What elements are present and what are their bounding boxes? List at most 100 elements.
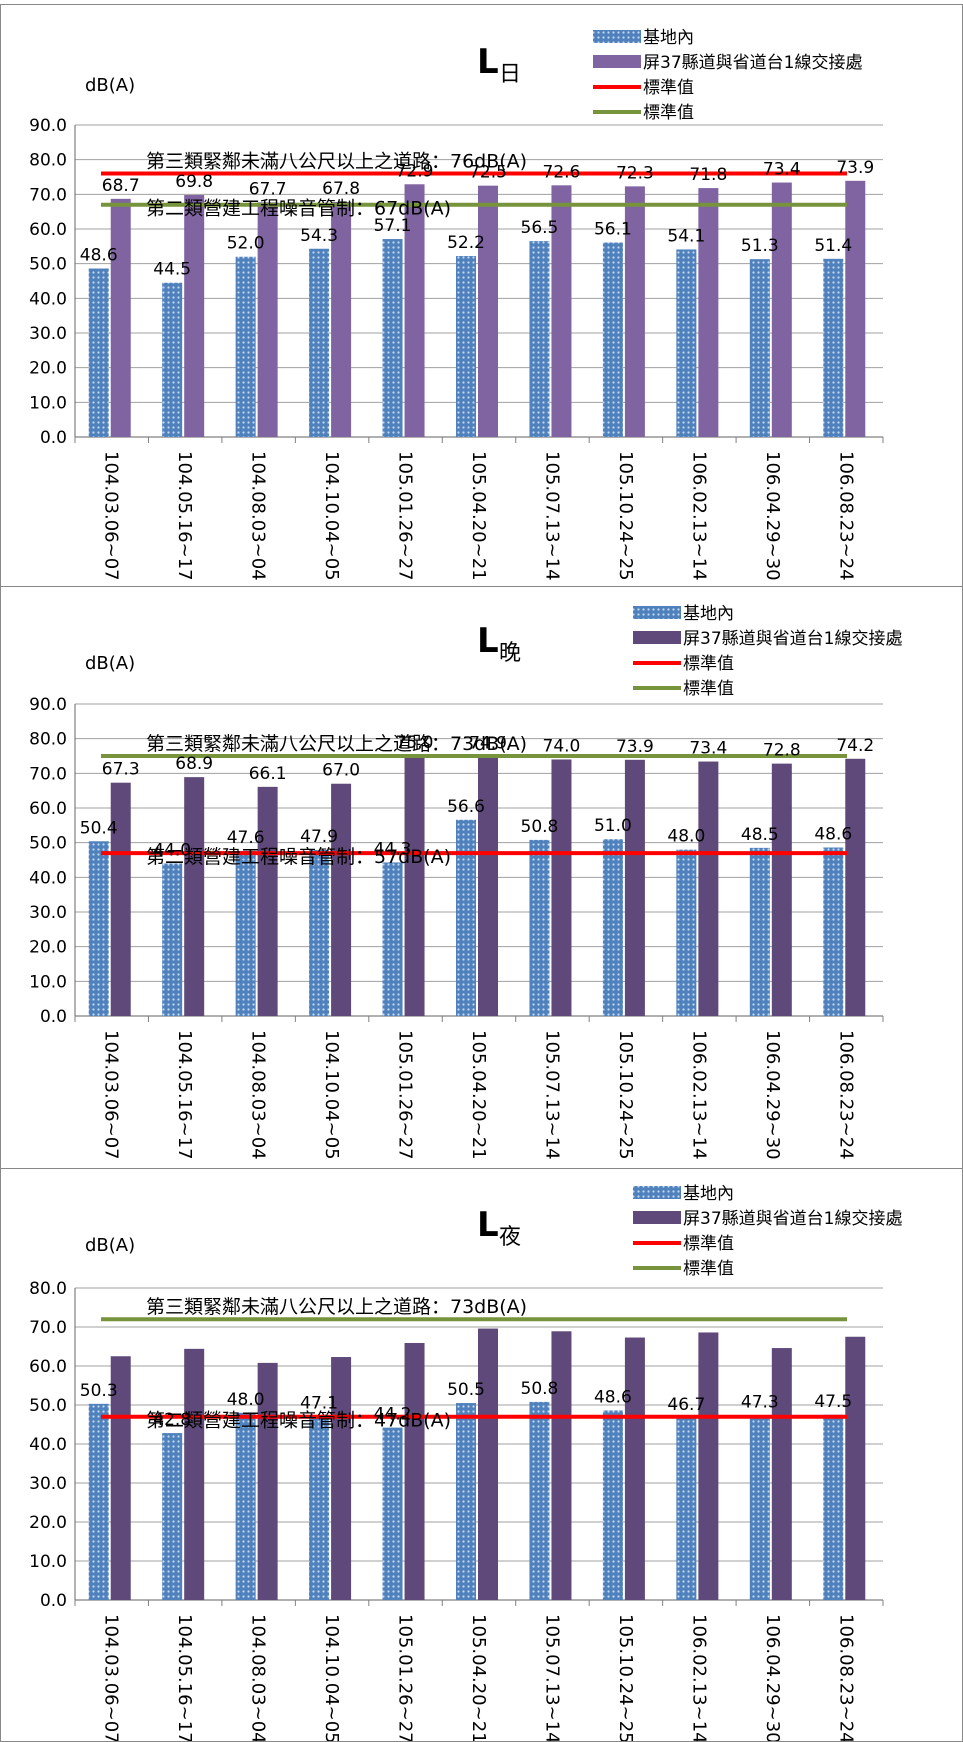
x-category-label: 105.01.26~27 (395, 451, 416, 581)
bar-site (456, 819, 476, 1016)
chart-panel-night: 0.0 10.0 20.0 30.0 40.0 50.0 60.0 70.0 80.0 dB(A)… (0, 1168, 963, 1742)
chart-evening: 0.0 10.0 20.0 30.0 40.0 50.0 60.0 70.0 80.0 90.0 d… (29, 604, 902, 1160)
y-tick-label: 20.0 (29, 359, 67, 379)
bar-site (676, 849, 697, 1016)
bar-road (184, 777, 205, 1016)
y-tick-label: 50.0 (29, 1396, 67, 1416)
x-category-label: 106.04.29~30 (762, 1614, 783, 1741)
x-category-label: 104.05.16~17 (174, 1614, 195, 1741)
bar-road (624, 186, 645, 437)
bar-road (331, 201, 352, 437)
x-category-label: 106.02.13~14 (688, 1030, 709, 1160)
data-label: 73.9 (836, 158, 874, 178)
y-axis-label: dB(A) (85, 653, 135, 674)
data-label: 50.8 (521, 817, 559, 837)
chart-panel-day: 0.0 10.0 20.0 30.0 40.0 50.0 60.0 70.0 80.0 90.0 d… (0, 4, 963, 587)
data-label: 51.3 (741, 236, 779, 256)
bar-road (257, 1362, 278, 1600)
bar-road (551, 759, 572, 1016)
data-label: 46.7 (667, 1395, 705, 1415)
data-label: 44.0 (153, 840, 191, 860)
data-label: 72.5 (469, 163, 507, 183)
legend-label: 基地內 (683, 604, 734, 624)
bar-site (88, 841, 109, 1016)
data-label: 47.9 (300, 827, 338, 847)
data-label: 47.6 (227, 828, 265, 848)
legend-label: 標準值 (683, 654, 734, 674)
y-tick-label: 90.0 (29, 116, 67, 136)
bar-road (771, 182, 792, 437)
bar-road (771, 1348, 792, 1600)
y-tick-label: 60.0 (29, 220, 67, 240)
x-category-label: 106.08.23~24 (835, 1614, 856, 1741)
bar-road (257, 202, 278, 437)
x-category-label: 104.10.04~05 (321, 1030, 342, 1160)
data-label: 54.3 (300, 226, 338, 246)
bar-site (529, 1401, 550, 1600)
y-tick-label: 70.0 (29, 185, 67, 205)
data-label: 73.4 (689, 739, 727, 759)
x-category-label: 104.10.04~05 (321, 451, 342, 581)
legend-swatch-site (593, 30, 641, 43)
bar-road (698, 188, 719, 437)
x-category-label: 104.05.16~17 (174, 1030, 195, 1160)
chart-title: L (477, 42, 499, 82)
y-tick-label: 80.0 (29, 730, 67, 750)
x-category-label: 105.07.13~14 (541, 1030, 562, 1160)
data-label: 48.0 (227, 1390, 265, 1410)
data-label: 68.7 (102, 176, 140, 196)
data-label: 67.7 (249, 179, 287, 199)
chart-title: L (477, 1205, 499, 1245)
bar-site (823, 1414, 844, 1600)
bar-site (309, 849, 330, 1016)
x-category-label: 105.01.26~27 (395, 1030, 416, 1160)
bar-site (88, 268, 109, 437)
bar-site (309, 1416, 330, 1600)
data-label: 74.9 (469, 733, 507, 753)
data-label: 74.2 (836, 736, 874, 756)
bar-site (456, 256, 476, 437)
x-category-label: 105.04.20~21 (468, 451, 489, 581)
bar-road (110, 782, 131, 1016)
legend-swatch-road (593, 55, 641, 68)
bar-site (529, 839, 550, 1016)
bar-site (749, 847, 770, 1016)
y-tick-label: 30.0 (29, 903, 67, 923)
data-label: 56.5 (521, 218, 559, 238)
data-label: 42.8 (153, 1410, 191, 1430)
y-tick-label: 80.0 (29, 151, 67, 171)
x-category-label: 104.03.06~07 (101, 451, 122, 581)
bar-road (698, 1332, 719, 1600)
bar-site (382, 239, 403, 437)
data-label: 72.6 (543, 162, 581, 182)
y-tick-label: 50.0 (29, 834, 67, 854)
bar-road (184, 195, 205, 437)
standard-annotation: 第二類營建工程噪音管制：47dB(A) (146, 1410, 451, 1432)
x-category-label: 105.04.20~21 (468, 1030, 489, 1160)
y-tick-label: 40.0 (29, 289, 67, 309)
data-label: 48.5 (741, 825, 779, 845)
chart-night: 0.0 10.0 20.0 30.0 40.0 50.0 60.0 70.0 80.0 dB(A)… (29, 1184, 902, 1741)
data-label: 50.4 (80, 818, 118, 838)
y-tick-label: 90.0 (29, 695, 67, 715)
standard-annotation: 第三類緊鄰未滿八公尺以上之道路：76dB(A) (146, 151, 527, 173)
y-tick-label: 0.0 (40, 1007, 67, 1027)
legend-swatch-site (633, 1186, 681, 1199)
y-tick-label: 30.0 (29, 1474, 67, 1494)
data-label: 73.4 (763, 160, 801, 180)
chart-title: L (477, 621, 499, 661)
data-label: 67.3 (102, 760, 140, 780)
data-label: 44.5 (153, 260, 191, 280)
x-category-label: 104.08.03~04 (248, 1030, 269, 1160)
data-label: 72.3 (616, 163, 654, 183)
bar-road (478, 1328, 498, 1600)
data-label: 56.1 (594, 220, 632, 240)
x-category-label: 104.03.06~07 (101, 1614, 122, 1741)
bar-road (845, 758, 866, 1016)
y-tick-label: 20.0 (29, 938, 67, 958)
bar-road (698, 761, 719, 1016)
y-tick-label: 50.0 (29, 255, 67, 275)
bar-site (456, 1403, 476, 1600)
x-category-label: 106.04.29~30 (762, 451, 783, 581)
data-label: 67.0 (322, 761, 360, 781)
